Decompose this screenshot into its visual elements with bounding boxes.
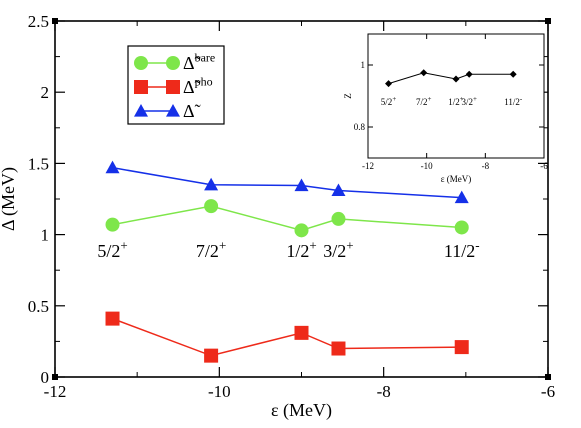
level-label: 1/2+ [286,237,316,261]
inset-y-tick-label: 0.8 [354,122,366,132]
inset-y-axis-label: Z [343,93,353,99]
inset-x-tick-label: -8 [482,161,490,171]
main-series-lines [112,166,462,357]
inset-level-label: 1/2+ [448,95,464,107]
y-tick-label: 1.5 [28,154,49,173]
data-point-triangle [204,177,219,191]
data-point-triangle [331,183,346,197]
series-line-triangle [112,166,462,199]
y-tick-label: 1 [41,226,50,245]
data-point-triangle [294,178,309,192]
inset-x-tick-label: -6 [540,161,548,171]
legend-marker-triangle [134,104,148,117]
level-label: 7/2+ [196,237,226,261]
main-level-labels: 5/2+ 7/2+ 1/2+ 3/2+ 11/2- [97,237,479,261]
inset-level-label: 7/2+ [416,95,432,107]
legend-marker-square [166,80,180,94]
inset-x-axis-label: ε (MeV) [441,174,472,184]
inset-data-point [385,80,393,88]
y-tick-label: 2 [41,83,50,102]
series-line-square [112,317,462,357]
x-tick-label: -10 [208,382,231,401]
y-tick-label: 0.5 [28,297,49,316]
level-label: 11/2- [444,237,480,261]
inset-data-point [420,69,428,77]
data-point-square [331,341,346,356]
series-line-circle [112,205,462,232]
data-point-circle [294,223,309,238]
legend-marker-triangle [166,104,180,117]
inset-level-label: 3/2+ [461,95,477,107]
legend-marker-circle [134,56,148,70]
data-point-square [454,340,469,355]
data-point-square [105,311,120,326]
data-point-square [204,348,219,363]
data-point-circle [454,220,469,235]
main-axes: -12 -10 -8 -6 0 0.5 1 1.5 2 2.5 ε (MeV) Δ (MeV) [0,12,555,421]
data-point-triangle [454,190,469,204]
y-tick-label: 0 [41,368,50,387]
inset-x-tick-label: -12 [362,161,374,171]
inset-data-point [452,75,460,83]
legend-marker-circle [166,56,180,70]
inset-plot-area [367,33,545,159]
legend-marker-square [134,80,148,94]
inset-x-tick-label: -10 [421,161,433,171]
data-point-circle [105,217,120,232]
x-tick-label: -6 [541,382,555,401]
data-point-circle [204,199,219,214]
main-series-markers [105,160,469,363]
inset-plot: -12 -10 -8 -6 0.8 1 ε (MeV) Z 5/2+ 7/2+ 1/2+3/2+ 1… [343,33,548,184]
level-label: 3/2+ [323,237,353,261]
inset-data-point [465,70,473,78]
x-tick-label: -12 [44,382,67,401]
inset-y-tick-label: 1 [361,60,366,70]
inset-data-point [509,70,517,78]
inset-level-label: 5/2+ [381,95,397,107]
y-tick-label: 2.5 [28,12,49,31]
y-axis-label: Δ (MeV) [0,167,19,231]
x-axis-label: ε (MeV) [271,400,332,421]
data-point-circle [331,211,346,226]
data-point-square [294,325,309,340]
x-tick-label: -8 [377,382,391,401]
inset-level-label: 11/2- [504,95,523,107]
level-label: 5/2+ [97,237,127,261]
data-point-triangle [105,160,120,174]
